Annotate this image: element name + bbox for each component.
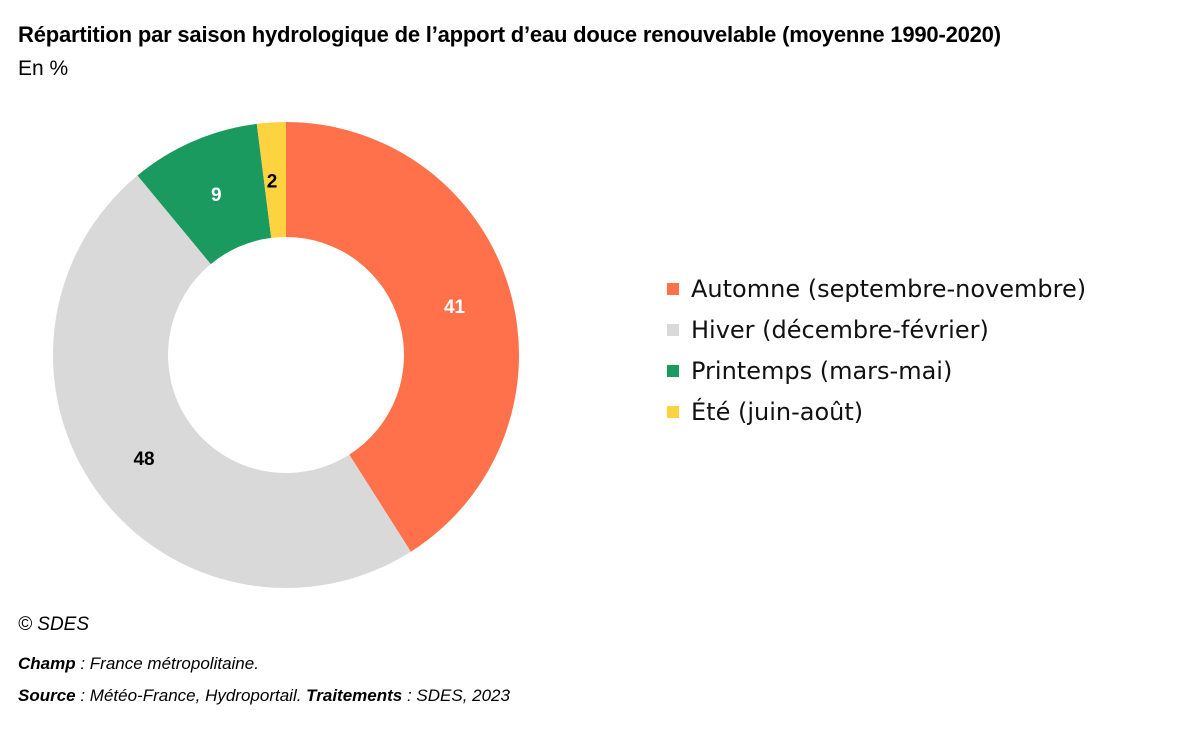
data-label: 9 — [211, 185, 222, 206]
source-note: Source : Météo-France, Hydroportail. Tra… — [18, 686, 510, 706]
chart-subtitle: En % — [18, 57, 69, 80]
source-text: : Météo-France, Hydroportail. — [75, 686, 307, 705]
chart-title: Répartition par saison hydrologique de l… — [18, 22, 1001, 47]
traitements-text: : SDES, 2023 — [402, 686, 510, 705]
traitements-label: Traitements — [306, 686, 403, 705]
slice-hiver — [52, 175, 411, 589]
chart-legend: Automne (septembre-novembre) Hiver (déce… — [667, 268, 1086, 432]
legend-swatch — [667, 364, 679, 377]
legend-label: Printemps (mars-mai) — [691, 356, 953, 385]
legend-item-printemps: Printemps (mars-mai) — [667, 350, 1086, 391]
slice-ete — [256, 122, 286, 238]
legend-swatch — [667, 323, 679, 336]
data-label: 48 — [133, 449, 154, 470]
legend-label: Été (juin-août) — [691, 397, 864, 426]
source-label: Source — [18, 686, 76, 705]
champ-note: Champ : France métropolitaine. — [18, 654, 259, 674]
legend-label: Automne (septembre-novembre) — [691, 274, 1087, 303]
slice-automne — [286, 122, 520, 552]
legend-item-hiver: Hiver (décembre-février) — [667, 309, 1086, 350]
legend-swatch — [667, 405, 679, 418]
data-label: 41 — [444, 297, 466, 318]
legend-label: Hiver (décembre-février) — [691, 315, 989, 344]
champ-label: Champ — [18, 654, 76, 673]
slice-printemps — [137, 123, 272, 265]
legend-item-automne: Automne (septembre-novembre) — [667, 268, 1086, 309]
champ-text: : France métropolitaine. — [75, 654, 259, 673]
legend-swatch — [667, 282, 679, 295]
data-label: 2 — [267, 171, 278, 192]
legend-item-ete: Été (juin-août) — [667, 391, 1086, 432]
copyright: © SDES — [18, 614, 90, 635]
